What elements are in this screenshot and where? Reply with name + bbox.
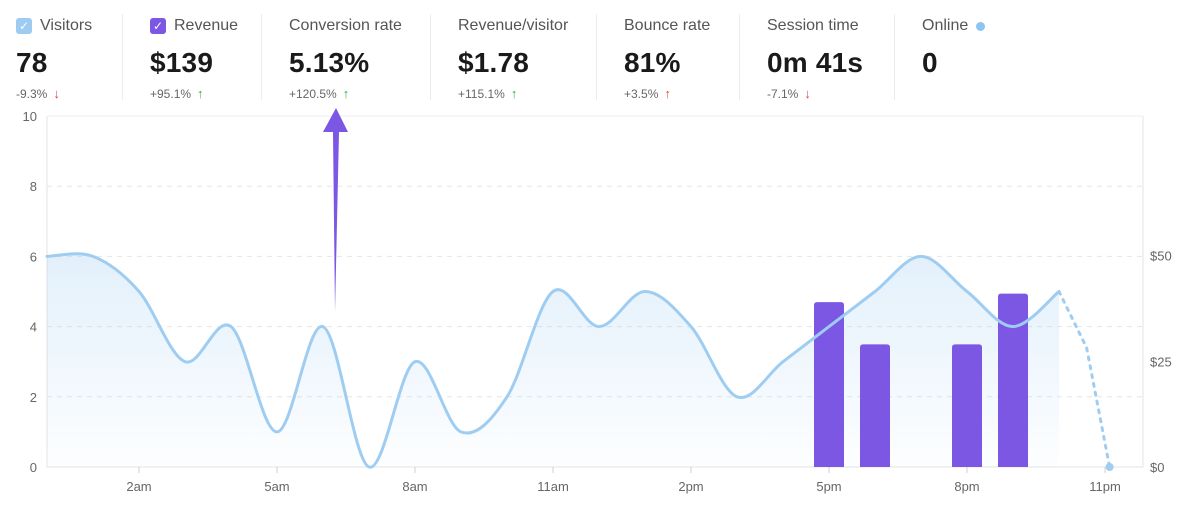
online-label: Online — [922, 17, 969, 34]
x-tick-label: 8pm — [954, 479, 979, 494]
revenue-bar — [998, 293, 1028, 467]
left-tick-label: 6 — [30, 249, 37, 264]
right-tick-label: $0 — [1150, 460, 1164, 475]
revenue-label: Revenue — [174, 17, 239, 34]
divider — [894, 14, 895, 100]
conversion-label: Conversion rate — [289, 17, 402, 34]
metrics-bar: ✓ Visitors 78 -9.3% ↓ ✓ Revenue $139 +95… — [0, 0, 1200, 110]
divider — [739, 14, 740, 100]
projection-end-dot — [1105, 463, 1114, 471]
x-tick-label: 2pm — [678, 479, 703, 494]
arrow-head — [323, 108, 348, 312]
revenue-bar — [814, 302, 844, 467]
x-tick-label: 5am — [264, 479, 289, 494]
visitors-value: 78 — [16, 47, 48, 78]
divider — [261, 14, 262, 100]
arrow-down-icon: ↓ — [804, 86, 811, 101]
left-tick-label: 2 — [30, 390, 37, 405]
visitors-checkbox[interactable]: ✓ — [16, 18, 32, 34]
arrow-up-icon: ↑ — [197, 86, 204, 101]
metric-bounce-rate[interactable]: Bounce rate 81% +3.5% ↑ — [624, 0, 744, 110]
revenue-value: $139 — [150, 47, 214, 78]
revenue-bar — [860, 344, 890, 467]
metric-conversion-rate[interactable]: Conversion rate 5.13% +120.5% ↑ — [289, 0, 429, 110]
revenue-checkbox[interactable]: ✓ — [150, 18, 166, 34]
divider — [430, 14, 431, 100]
visitors-label: Visitors — [40, 17, 93, 34]
revenue-bar — [952, 344, 982, 467]
rpv-value: $1.78 — [458, 47, 530, 78]
left-tick-label: 4 — [30, 320, 37, 335]
x-tick-label: 11am — [537, 479, 569, 494]
metric-online[interactable]: Online 0 — [922, 0, 1042, 110]
visitors-delta: -9.3% — [16, 86, 48, 101]
bounce-delta: +3.5% — [624, 86, 659, 101]
conversion-delta: +120.5% — [289, 86, 337, 101]
right-tick-label: $50 — [1150, 249, 1172, 264]
arrow-up-icon: ↑ — [510, 86, 518, 101]
divider — [596, 14, 597, 100]
visitors-area — [47, 253, 1059, 468]
metric-session-time[interactable]: Session time 0m 41s -7.1% ↓ — [767, 0, 907, 110]
left-axis: 0 2 4 6 8 10 — [23, 109, 37, 475]
metric-visitors[interactable]: ✓ Visitors 78 -9.3% ↓ — [16, 0, 126, 110]
session-delta: -7.1% — [767, 86, 799, 101]
revenue-bars — [814, 293, 1028, 467]
visitors-line — [45, 252, 1061, 469]
x-tick-label: 2am — [126, 479, 151, 494]
left-tick-label: 10 — [23, 109, 37, 124]
annotation-arrow-icon — [323, 108, 348, 312]
bounce-label: Bounce rate — [624, 17, 711, 34]
left-tick-label: 0 — [30, 460, 37, 475]
x-tick-label: 11pm — [1089, 479, 1121, 494]
right-tick-label: $25 — [1150, 354, 1172, 369]
divider — [122, 14, 123, 100]
session-label: Session time — [767, 17, 859, 34]
session-value: 0m 41s — [767, 47, 864, 78]
left-tick-label: 8 — [30, 179, 37, 194]
rpv-label: Revenue/visitor — [458, 17, 569, 34]
online-status-dot-icon — [976, 21, 986, 31]
x-tick-label: 5pm — [816, 479, 841, 494]
visitors-projection-line — [1057, 290, 1112, 469]
revenue-delta: +95.1% — [150, 86, 192, 101]
arrow-down-icon: ↓ — [53, 86, 60, 101]
conversion-value: 5.13% — [289, 47, 370, 78]
metric-revenue-per-visitor[interactable]: Revenue/visitor $1.78 +115.1% ↑ — [458, 0, 598, 110]
rpv-delta: +115.1% — [458, 86, 505, 101]
x-axis: 2am 5am 8am 11am 2pm 5pm 8pm 11pm — [126, 467, 1121, 494]
online-value: 0 — [922, 47, 938, 78]
arrow-up-icon: ↑ — [342, 86, 350, 101]
metric-revenue[interactable]: ✓ Revenue $139 +95.1% ↑ — [150, 0, 260, 110]
bounce-value: 81% — [624, 47, 681, 78]
x-tick-label: 8am — [402, 479, 427, 494]
arrow-up-icon: ↑ — [664, 86, 671, 101]
right-axis: $0 $25 $50 — [1150, 249, 1172, 475]
